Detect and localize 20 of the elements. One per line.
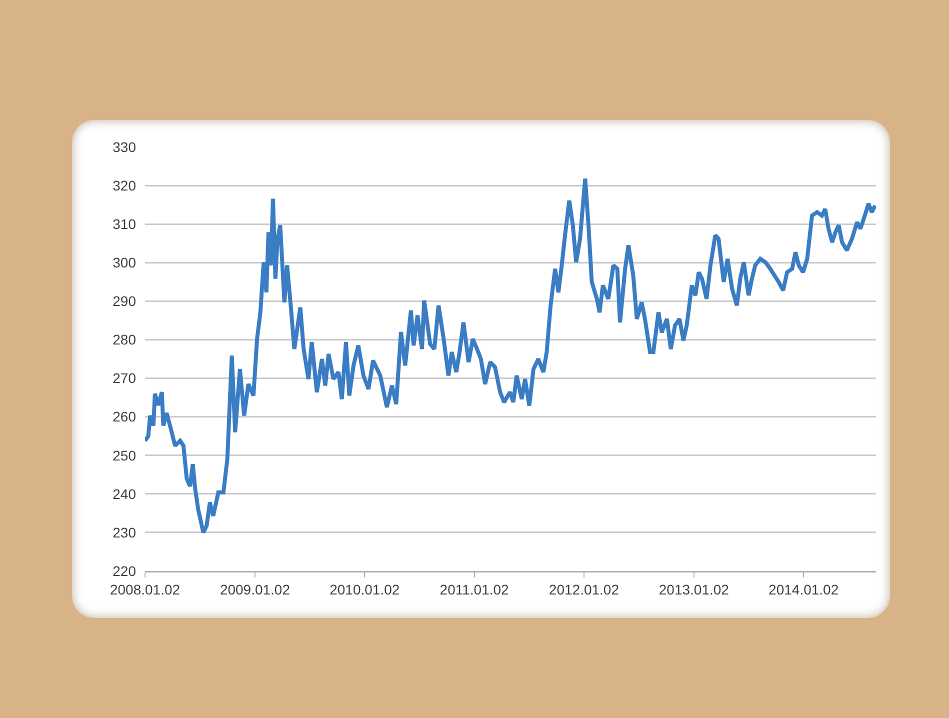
y-tick-label: 320 (112, 177, 136, 194)
y-tick-label: 270 (112, 370, 136, 386)
y-tick-label: 240 (112, 486, 136, 502)
line-series (145, 176, 876, 534)
y-tick-label: 280 (112, 332, 136, 348)
x-tick-label: 2012.01.02 (548, 581, 620, 598)
y-tick-label: 290 (112, 293, 136, 310)
x-tick-label: 2010.01.02 (330, 581, 400, 598)
y-tick-label: 310 (112, 216, 136, 232)
x-tick-label: 2008.01.02 (110, 581, 180, 598)
y-tick-label: 260 (112, 408, 136, 425)
y-tick-label: 300 (112, 254, 136, 271)
x-tick-label: 2011.01.02 (440, 581, 510, 598)
y-tick-label: 250 (112, 447, 136, 464)
x-tick-label: 2014.01.02 (768, 581, 839, 598)
x-tick-label: 2009.01.02 (220, 581, 290, 598)
x-tick-label: 2013.01.02 (658, 581, 730, 598)
y-tick-label: 330 (112, 138, 136, 155)
y-tick-label: 230 (112, 524, 136, 540)
y-tick-label: 220 (112, 562, 136, 579)
